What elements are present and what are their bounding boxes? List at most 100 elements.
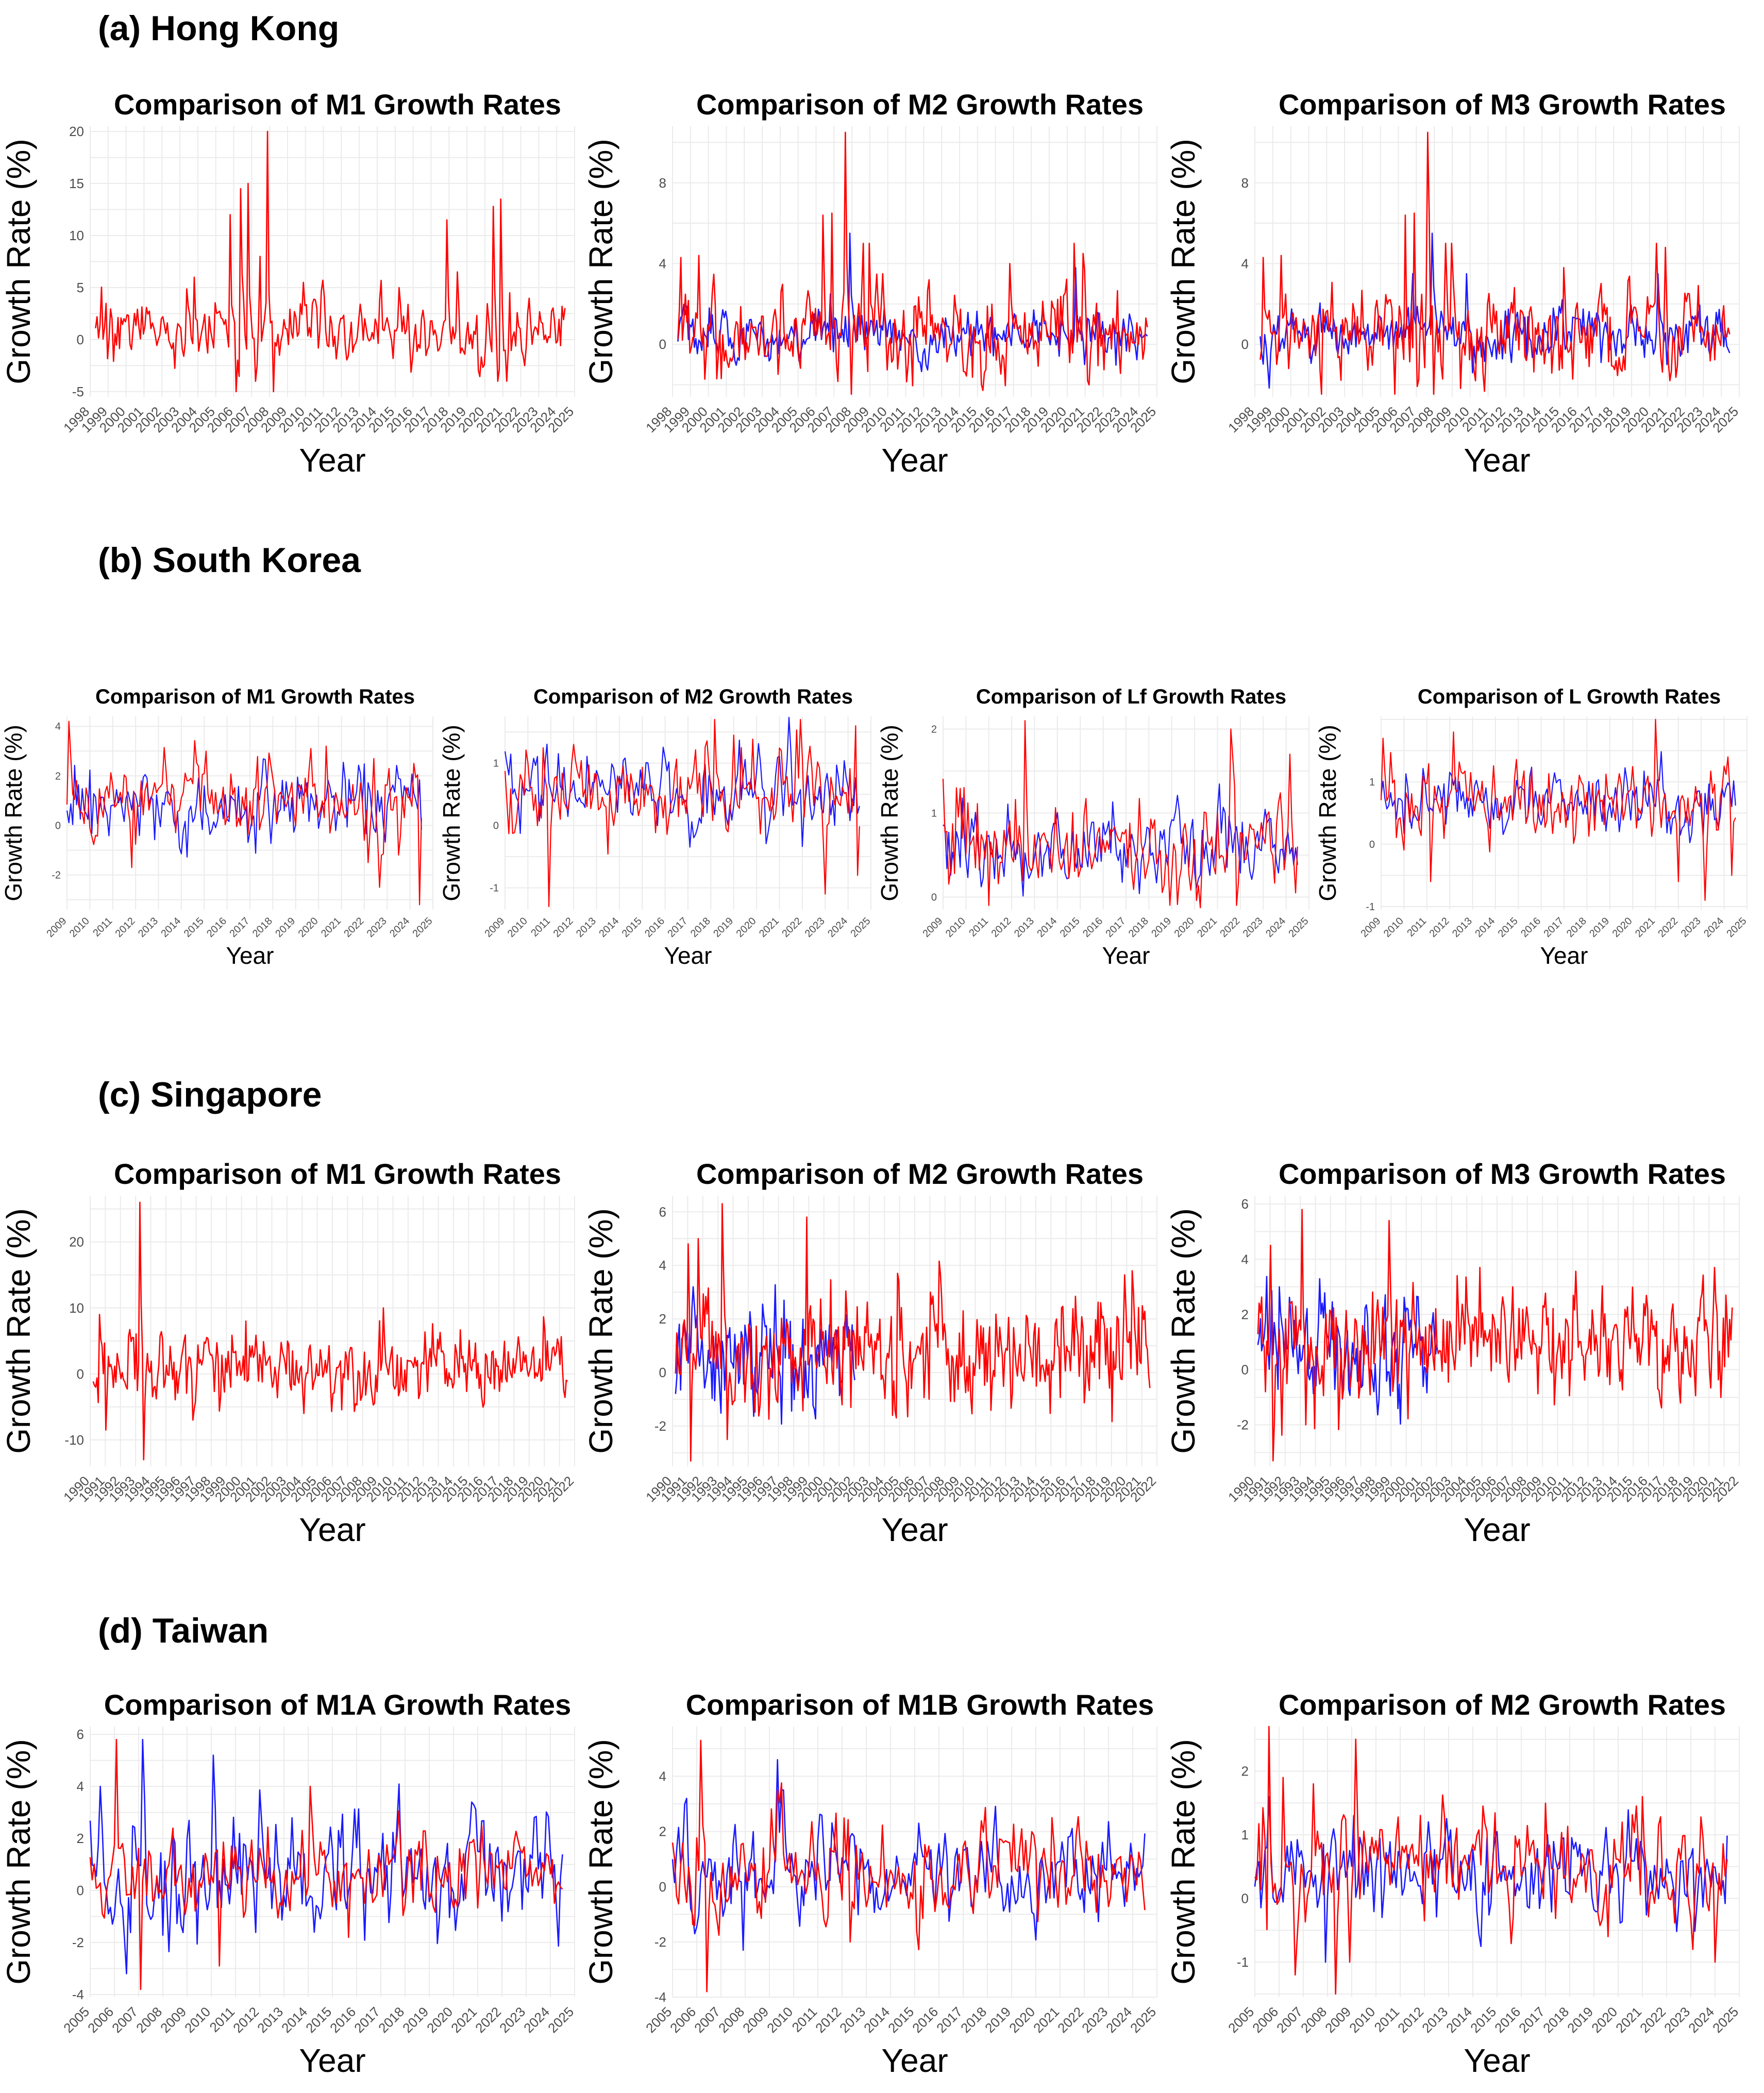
- y-tick-label: -2: [72, 1935, 84, 1950]
- x-axis-label: Year: [1464, 2042, 1530, 2079]
- y-tick-label: -4: [654, 1989, 666, 2005]
- y-axis-label: Growth Rate (%): [1165, 1208, 1202, 1454]
- x-tick-label: 2017: [228, 915, 252, 940]
- x-tick-label: 2007: [1273, 2004, 1305, 2036]
- x-tick-label: 2025: [1725, 915, 1749, 940]
- series-line-red: [677, 131, 1148, 395]
- y-tick-label: 1: [931, 808, 937, 819]
- x-tick-label: 2009: [740, 2004, 771, 2036]
- x-tick-label: 2020: [1172, 915, 1197, 940]
- x-tick-label: 2023: [1661, 2004, 1693, 2036]
- x-tick-label: 2016: [1491, 2004, 1523, 2036]
- x-tick-label: 2012: [1395, 2004, 1426, 2036]
- x-tick-label: 2014: [1473, 915, 1497, 940]
- x-tick-label: 2025: [1287, 915, 1311, 940]
- chart-tw-m1a: Comparison of M1A Growth Rates -4 -2 0 2 4 6 20…: [0, 1688, 577, 2079]
- series-line-blue: [89, 1738, 563, 1974]
- x-tick-label: 2008: [715, 2004, 747, 2036]
- chart-title: Comparison of M3 Growth Rates: [1279, 88, 1726, 121]
- series-line-blue: [1254, 1796, 1728, 1963]
- x-tick-label: 2019: [1564, 2004, 1596, 2036]
- x-tick-label: 2009: [1322, 2004, 1354, 2036]
- y-tick-label: 5: [77, 280, 84, 295]
- y-axis-label: Growth Rate (%): [876, 725, 903, 901]
- x-tick-label: 2006: [667, 2004, 699, 2036]
- series-line-blue: [1259, 232, 1731, 389]
- y-tick-label: 8: [1241, 175, 1249, 191]
- x-tick-label: 2015: [303, 2004, 334, 2036]
- series-line-red: [92, 1201, 568, 1461]
- x-tick-label: 2019: [273, 915, 297, 940]
- series-line-red: [1259, 131, 1731, 395]
- y-tick-label: -2: [654, 1418, 666, 1434]
- x-axis-label: Year: [299, 2042, 365, 2079]
- x-tick-label: 2010: [506, 915, 530, 940]
- x-tick-label: 2021: [448, 2004, 480, 2036]
- x-tick-label: 2020: [1610, 915, 1635, 940]
- series-line-red: [1257, 1209, 1733, 1462]
- chart-title: Comparison of Lf Growth Rates: [976, 685, 1286, 708]
- x-tick-label: 2025: [1127, 2004, 1159, 2036]
- y-tick-label: 0: [1241, 1362, 1249, 1378]
- y-axis-label: Growth Rate (%): [0, 1208, 37, 1454]
- y-tick-label: -5: [72, 384, 84, 399]
- x-tick-label: 2013: [254, 2004, 286, 2036]
- series-line-blue: [1380, 751, 1736, 844]
- chart-title: Comparison of M2 Growth Rates: [1279, 1688, 1726, 1721]
- y-axis-label: Growth Rate (%): [1314, 725, 1341, 901]
- x-tick-label: 2015: [182, 915, 206, 940]
- chart-title: Comparison of M1 Growth Rates: [114, 88, 561, 121]
- x-tick-label: 2012: [113, 915, 138, 940]
- x-tick-label: 2024: [388, 915, 412, 940]
- x-tick-label: 2012: [1427, 915, 1452, 940]
- y-tick-label: -2: [1237, 1417, 1249, 1433]
- x-tick-label: 2015: [620, 915, 644, 940]
- x-tick-label: 2018: [957, 2004, 989, 2036]
- x-tick-label: 2013: [574, 915, 598, 940]
- x-tick-label: 2007: [109, 2004, 141, 2036]
- x-axis-label: Year: [1464, 1511, 1530, 1548]
- x-tick-label: 2025: [1709, 2004, 1741, 2036]
- x-tick-label: 2025: [849, 915, 873, 940]
- y-tick-label: 0: [55, 821, 61, 832]
- chart-kr-m2: Comparison of M2 Growth Rates-1012009201…: [438, 685, 873, 969]
- y-axis-label: Growth Rate (%): [1165, 1739, 1202, 1985]
- x-tick-label: 2018: [1127, 915, 1151, 940]
- y-tick-label: 20: [69, 124, 84, 139]
- y-tick-label: 2: [55, 771, 61, 782]
- y-tick-label: -4: [72, 1987, 84, 2002]
- x-tick-label: 2019: [982, 2004, 1014, 2036]
- x-axis-label: Year: [226, 942, 274, 969]
- series-line-blue: [671, 1759, 1146, 1951]
- x-tick-label: 2015: [1496, 915, 1520, 940]
- x-tick-label: 2023: [1241, 915, 1265, 940]
- x-tick-label: 2022: [1637, 2004, 1669, 2036]
- chart-title: Comparison of M1 Growth Rates: [95, 685, 415, 708]
- chart-title: Comparison of M1A Growth Rates: [104, 1688, 571, 1721]
- x-tick-label: 2016: [909, 2004, 941, 2036]
- x-axis-label: Year: [881, 2042, 948, 2079]
- x-tick-label: 2010: [764, 2004, 796, 2036]
- x-axis-label: Year: [299, 1511, 365, 1548]
- x-tick-label: 2018: [375, 2004, 407, 2036]
- series-line-red: [1254, 1726, 1728, 1995]
- x-tick-label: 2018: [1540, 2004, 1572, 2036]
- x-tick-label: 2007: [691, 2004, 723, 2036]
- chart-title: Comparison of M2 Growth Rates: [696, 88, 1144, 121]
- x-tick-label: 2010: [181, 2004, 213, 2036]
- x-tick-label: 2009: [157, 2004, 189, 2036]
- x-tick-label: 2020: [296, 915, 321, 940]
- y-tick-label: 0: [659, 1879, 666, 1895]
- series-line-red: [671, 1739, 1146, 1992]
- x-tick-label: 2014: [1443, 2004, 1475, 2036]
- y-tick-label: 2: [1241, 1764, 1249, 1779]
- chart-title: Comparison of M3 Growth Rates: [1279, 1158, 1726, 1190]
- y-tick-label: 6: [1241, 1196, 1249, 1212]
- x-tick-label: 2018: [1565, 915, 1589, 940]
- section-title-singapore: (c) Singapore: [98, 1075, 322, 1114]
- y-tick-label: 2: [659, 1311, 666, 1327]
- y-tick-label: 4: [77, 1779, 84, 1794]
- x-tick-label: 2023: [1679, 915, 1703, 940]
- y-tick-label: 4: [659, 256, 666, 272]
- x-tick-label: 2016: [1519, 915, 1543, 940]
